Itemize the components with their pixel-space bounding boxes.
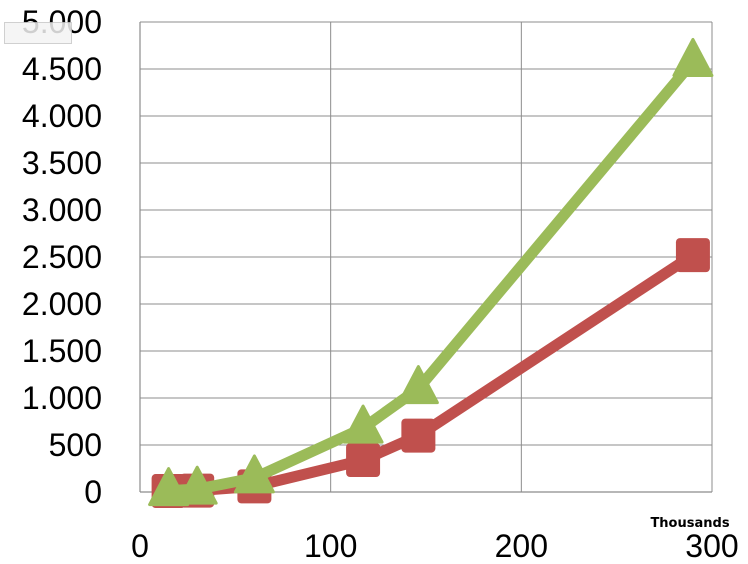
triangle-marker [342,404,384,444]
x-unit-label: Thousands [650,516,729,531]
series-layer [148,37,714,509]
y-tick-label: 3.500 [22,145,102,181]
triangle-marker [397,365,439,405]
triangle-marker [176,465,218,505]
x-tick-label: 100 [304,528,357,564]
y-tick-label: 500 [49,427,102,463]
square-marker [675,238,710,273]
y-tick-label: 4.500 [22,51,102,87]
x-tick-label: 200 [495,528,548,564]
y-tick-label: 2.000 [22,286,102,322]
y-tick-label: 4.000 [22,98,102,134]
x-tick-label: 0 [131,528,149,564]
y-tick-label: 3.000 [22,192,102,228]
y-tick-label: 0 [84,474,102,510]
square-marker [346,443,381,478]
triangle-marker [148,467,190,507]
triangle-marker [672,37,714,77]
label-layer: 0 500 1.000 1.500 2.000 2.500 3.000 3.500 4.000 4… [22,4,739,564]
y-tick-label: 1.000 [22,380,102,416]
y-tick-label: 2.500 [22,239,102,275]
square-marker [401,418,436,453]
triangle-marker [233,454,275,494]
chart-area-tooltip-box [4,22,72,44]
y-tick-label: 1.500 [22,333,102,369]
x-tick-label: 300 [685,528,738,564]
